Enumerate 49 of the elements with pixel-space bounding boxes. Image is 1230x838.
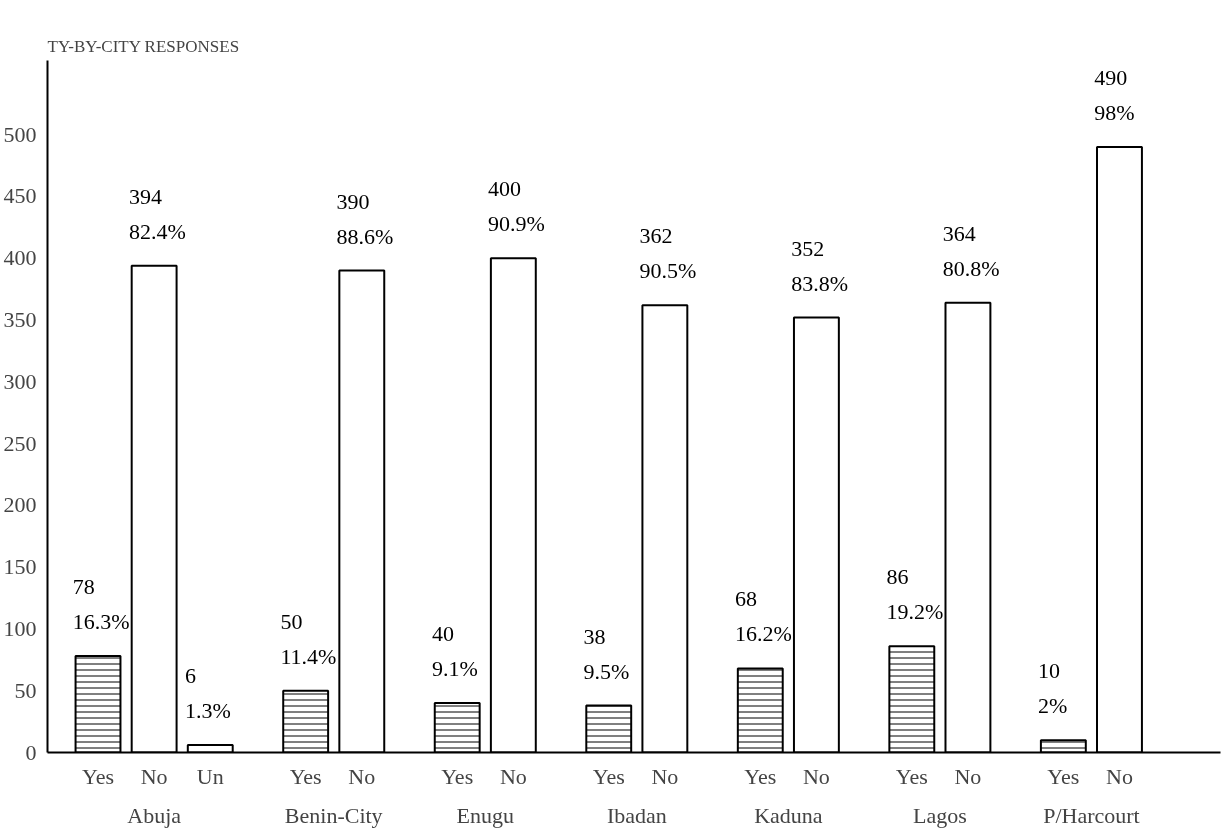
text: Yes	[744, 763, 777, 789]
y-tick-label: 0	[25, 739, 37, 765]
data-label: 6 1.3%	[185, 663, 231, 724]
y-tick-label: 50	[14, 677, 37, 703]
series-label: Yes	[82, 763, 115, 789]
data-label: 68 16.2%	[735, 586, 792, 647]
x-tick-label: Lagos	[913, 802, 967, 828]
data-label: 364 80.8%	[942, 220, 1000, 281]
text: No	[348, 763, 376, 789]
data-label: 362 90.5%	[639, 223, 697, 284]
x-tick-label: Enugu	[456, 802, 514, 828]
data-label: 86 19.2%	[886, 564, 944, 625]
data-label: 394 82.4%	[128, 183, 186, 244]
data-label: 40 9.1%	[431, 621, 478, 682]
series-label: Un	[196, 763, 224, 789]
y-tick-label: 350	[3, 307, 37, 332]
data-label: 38 9.5%	[583, 623, 630, 684]
y-tick-label: 450	[3, 183, 37, 209]
data-label: 400 90.9%	[488, 176, 545, 237]
data-label: 352 83.8%	[791, 235, 848, 296]
y-tick-label: 500	[3, 121, 37, 147]
y-tick-label: 250	[3, 430, 37, 456]
y-tick-label: 400	[3, 245, 37, 271]
y-tick-label: 100	[3, 615, 37, 641]
data-label: 78 16.3%	[72, 574, 130, 635]
x-tick-label: P/Harcourt	[1043, 802, 1140, 828]
x-tick-label: Abuja	[127, 802, 182, 828]
x-tick-label: Kaduna	[754, 802, 823, 828]
text: Yes	[1047, 763, 1080, 789]
y-tick-label: 300	[3, 368, 37, 394]
text: Yes	[441, 763, 474, 789]
text: Yes	[592, 763, 625, 789]
data-label: 50 11.4%	[280, 608, 337, 669]
text: Yes	[289, 763, 322, 789]
text: No	[802, 763, 830, 789]
data-label: 490 98%	[1094, 65, 1135, 125]
y-tick-label: 200	[3, 492, 37, 518]
data-label: 10 2%	[1038, 658, 1068, 719]
x-tick-label: Benin-City	[284, 802, 383, 828]
text: No	[954, 763, 982, 789]
text: No	[1106, 763, 1133, 789]
data-label: 390 88.6%	[336, 188, 394, 249]
chart-title: TY-BY-CITY RESPONSES	[47, 36, 240, 56]
x-tick-label: Ibadan	[606, 802, 667, 828]
series-label: No	[140, 763, 168, 789]
text: No	[499, 763, 527, 789]
text: No	[651, 763, 679, 789]
y-tick-label: 150	[3, 554, 37, 580]
text: Yes	[895, 763, 928, 789]
